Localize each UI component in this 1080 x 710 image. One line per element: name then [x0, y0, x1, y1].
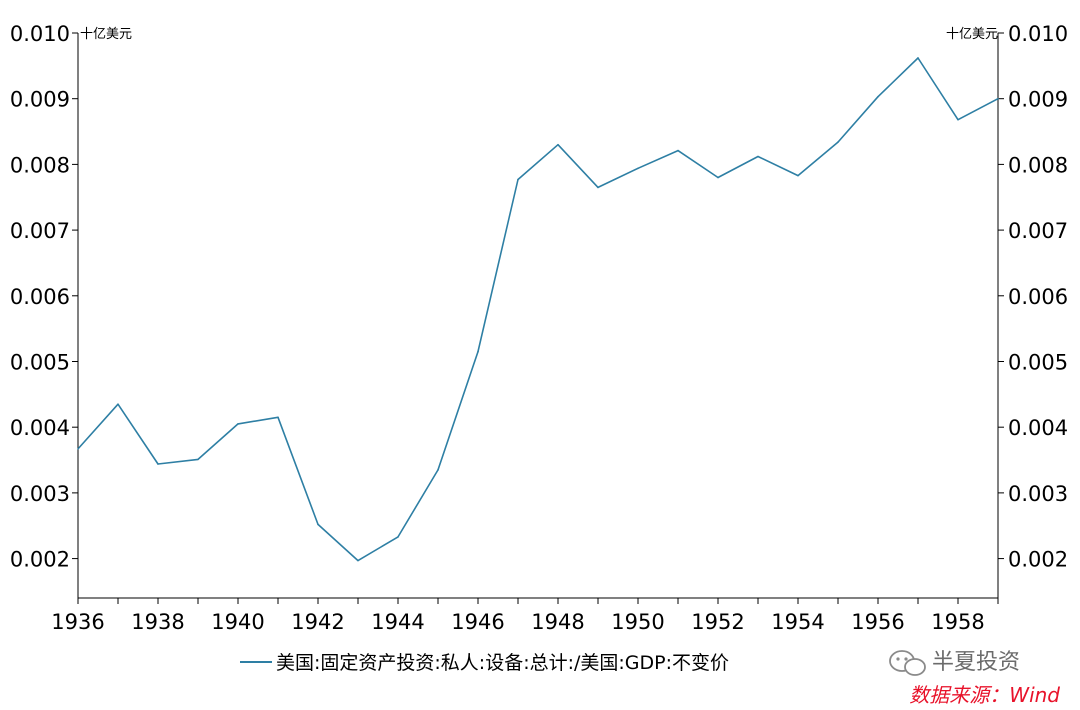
x-tick-label: 1954 — [771, 610, 824, 634]
data-point — [477, 350, 479, 353]
data-point — [77, 448, 79, 450]
data-point — [797, 174, 799, 177]
right-y-tick-label: 0.008 — [1008, 153, 1068, 177]
right-axis-unit: 十亿美元 — [946, 27, 998, 42]
data-point — [397, 536, 399, 538]
watermark-text: 半夏投资 — [932, 650, 1020, 675]
chart-axes — [72, 32, 1004, 604]
right-y-tick-label: 0.009 — [1008, 88, 1068, 112]
x-tick-label: 1944 — [371, 610, 424, 634]
data-point — [277, 416, 279, 419]
data-point — [957, 118, 959, 121]
data-point — [597, 186, 599, 189]
data-point — [517, 178, 519, 181]
left-y-tick-label: 0.010 — [10, 22, 70, 46]
right-y-tick-label: 0.002 — [1008, 548, 1068, 572]
left-y-tick-label: 0.004 — [10, 416, 70, 440]
left-y-tick-label: 0.005 — [10, 350, 70, 374]
x-tick-label: 1956 — [851, 610, 904, 634]
left-axis-unit: 十亿美元 — [80, 27, 132, 42]
data-point — [837, 141, 839, 143]
right-y-tick-label: 0.005 — [1008, 350, 1068, 374]
data-point — [677, 149, 679, 152]
data-point — [437, 469, 439, 471]
x-tick-label: 1948 — [531, 610, 584, 634]
legend-label: 美国:固定资产投资:私人:设备:总计:/美国:GDP:不变价 — [276, 652, 729, 674]
right-y-tick-label: 0.003 — [1008, 482, 1068, 506]
data-point — [157, 463, 159, 465]
data-point — [197, 458, 199, 461]
legend: 美国:固定资产投资:私人:设备:总计:/美国:GDP:不变价 — [240, 652, 729, 674]
left-y-tick-label: 0.008 — [10, 153, 70, 177]
data-point — [317, 523, 319, 526]
x-tick-label: 1950 — [611, 610, 664, 634]
series-line — [77, 57, 999, 562]
x-tick-label: 1940 — [211, 610, 264, 634]
data-point — [877, 95, 879, 98]
right-y-tick-label: 0.004 — [1008, 416, 1068, 440]
right-y-tick-label: 0.010 — [1008, 22, 1068, 46]
x-tick-label: 1952 — [691, 610, 744, 634]
data-point — [917, 57, 919, 59]
x-tick-label: 1946 — [451, 610, 504, 634]
data-point — [997, 97, 999, 100]
x-tick-label: 1936 — [51, 610, 104, 634]
data-point — [717, 176, 719, 179]
source-note: 数据来源：Wind — [909, 683, 1060, 707]
data-point — [237, 423, 239, 425]
left-y-tick-labels: 0.010 0.009 0.008 0.007 0.006 0.005 0.004 0.003… — [10, 22, 70, 572]
right-y-tick-label: 0.006 — [1008, 285, 1068, 309]
left-y-tick-label: 0.002 — [10, 548, 70, 572]
data-point — [357, 559, 359, 562]
data-point — [637, 167, 639, 170]
data-point — [557, 143, 559, 146]
right-y-tick-label: 0.007 — [1008, 219, 1068, 243]
x-tick-labels: 1936 1938 1940 1942 1944 1946 1948 1950 1952 1954… — [51, 610, 984, 634]
left-y-tick-label: 0.006 — [10, 285, 70, 309]
x-tick-label: 1942 — [291, 610, 344, 634]
data-point — [757, 155, 759, 158]
left-y-tick-label: 0.009 — [10, 88, 70, 112]
left-y-tick-label: 0.007 — [10, 219, 70, 243]
x-tick-label: 1938 — [131, 610, 184, 634]
watermark: 半夏投资 — [889, 650, 1020, 676]
wechat-icon — [889, 650, 926, 676]
left-y-tick-label: 0.003 — [10, 482, 70, 506]
x-tick-label: 1958 — [931, 610, 984, 634]
right-y-tick-labels: 0.010 0.009 0.008 0.007 0.006 0.005 0.004 0.003… — [1008, 22, 1068, 572]
data-point — [117, 403, 119, 405]
series-layer — [77, 57, 999, 562]
